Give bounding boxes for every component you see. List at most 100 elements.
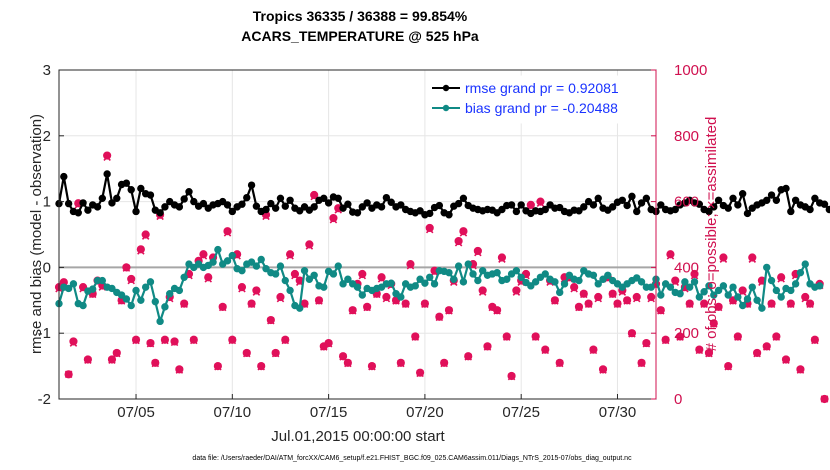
assimilated-obs-marker: [382, 294, 391, 303]
bias-point: [657, 291, 665, 299]
assimilated-obs-marker: [305, 242, 314, 250]
assimilated-obs-stroke: [281, 336, 290, 345]
possible-obs-marker: [666, 250, 675, 259]
assimilated-obs-stroke: [401, 300, 410, 309]
rmse-point: [623, 201, 631, 210]
assimilated-obs-stroke: [161, 336, 169, 345]
assimilated-obs-stroke: [223, 229, 232, 237]
assimilated-obs-marker: [108, 356, 116, 364]
bias-point: [89, 285, 97, 293]
bias-point: [180, 273, 188, 281]
assimilated-obs-stroke: [705, 349, 713, 358]
assimilated-obs-marker: [695, 346, 704, 355]
bias-point: [681, 278, 689, 286]
rmse-point: [811, 194, 819, 203]
assimilated-obs-marker: [762, 343, 771, 351]
assimilated-obs-stroke: [310, 192, 318, 201]
bias-point: [228, 251, 237, 260]
assimilated-obs-marker: [555, 359, 564, 368]
assimilated-obs-marker: [796, 366, 805, 374]
possible-obs-marker: [103, 151, 112, 160]
left-tick-label: -1: [38, 325, 51, 342]
assimilated-obs-stroke: [613, 300, 622, 309]
assimilated-obs-stroke: [753, 349, 761, 358]
assimilated-obs-stroke: [421, 300, 429, 309]
assimilated-obs-stroke: [666, 252, 675, 260]
assimilated-obs-marker: [218, 303, 227, 312]
assimilated-obs-marker: [363, 303, 371, 312]
rmse-point: [146, 191, 155, 199]
assimilated-obs-marker: [401, 300, 410, 309]
rmse-point: [238, 200, 246, 208]
assimilated-obs-marker: [608, 290, 617, 299]
assimilated-obs-marker: [700, 300, 708, 309]
assimilated-obs-stroke: [555, 359, 564, 368]
bias-point: [156, 317, 164, 326]
bias-point: [705, 282, 713, 290]
bias-point: [262, 265, 270, 273]
rmse-point: [132, 207, 140, 216]
rmse-point: [252, 202, 261, 210]
right-tick-label: 800: [674, 128, 699, 145]
left-tick-label: 1: [43, 194, 51, 211]
possible-obs-marker: [290, 269, 300, 279]
bias-point: [719, 282, 728, 290]
possible-obs-marker: [329, 213, 338, 223]
bias-point: [517, 273, 525, 281]
legend-bias-label: bias grand pr = -0.20488: [465, 100, 618, 116]
assimilated-obs-stroke: [685, 300, 694, 309]
possible-obs-marker: [473, 246, 482, 256]
possible-obs-marker: [647, 292, 656, 302]
assimilated-obs-stroke: [295, 278, 304, 286]
assimilated-obs-marker: [344, 359, 352, 368]
rmse-point: [459, 194, 468, 203]
assimilated-obs-stroke: [700, 300, 708, 309]
possible-obs-marker: [748, 253, 757, 262]
assimilated-obs-marker: [787, 300, 795, 309]
assimilated-obs-marker: [113, 349, 121, 358]
rmse-point: [382, 193, 391, 202]
assimilated-obs-marker: [738, 288, 747, 296]
right-tick-label: 1000: [674, 62, 707, 79]
assimilated-obs-marker: [541, 346, 550, 355]
assimilated-obs-stroke: [175, 366, 184, 374]
assimilated-obs-marker: [281, 336, 290, 345]
right-y-axis-label: # of obs: o=possible; ×=assimilated: [703, 117, 720, 352]
bias-point: [743, 295, 752, 303]
assimilated-obs-stroke: [218, 303, 227, 312]
rmse-point: [324, 199, 333, 207]
assimilated-obs-stroke: [719, 255, 728, 263]
bias-point: [801, 260, 809, 268]
bias-point: [421, 279, 429, 287]
bias-point: [320, 283, 328, 291]
bias-point: [430, 280, 439, 288]
possible-obs-marker: [252, 286, 261, 295]
possible-obs-marker: [199, 250, 208, 259]
assimilated-obs-stroke: [734, 333, 742, 341]
assimilated-obs-stroke: [286, 252, 294, 260]
rmse-point: [628, 192, 636, 201]
bias-point: [787, 286, 795, 295]
assimilated-obs-stroke: [690, 271, 699, 280]
assimilated-obs-stroke: [108, 356, 116, 364]
assimilated-obs-marker: [599, 366, 607, 374]
possible-obs-marker: [526, 200, 535, 209]
assimilated-obs-stroke: [397, 359, 405, 368]
x-tick-label: 07/10: [214, 404, 252, 421]
bias-point: [676, 290, 684, 298]
assimilated-obs-stroke: [190, 336, 198, 345]
assimilated-obs-marker: [710, 320, 718, 328]
assimilated-obs-marker: [512, 288, 521, 296]
bias-point: [710, 291, 718, 299]
assimilated-obs-marker: [127, 276, 135, 285]
rmse-point: [637, 199, 646, 207]
possible-obs-marker: [382, 292, 391, 302]
assimilated-obs-stroke: [820, 395, 829, 403]
assimilated-obs-marker: [276, 294, 285, 303]
assimilated-obs-marker: [204, 275, 213, 283]
assimilated-obs-marker: [440, 359, 448, 368]
rmse-point: [122, 179, 131, 187]
bias-point: [589, 271, 598, 279]
assimilated-obs-stroke: [738, 288, 747, 296]
assimilated-obs-stroke: [416, 369, 424, 378]
